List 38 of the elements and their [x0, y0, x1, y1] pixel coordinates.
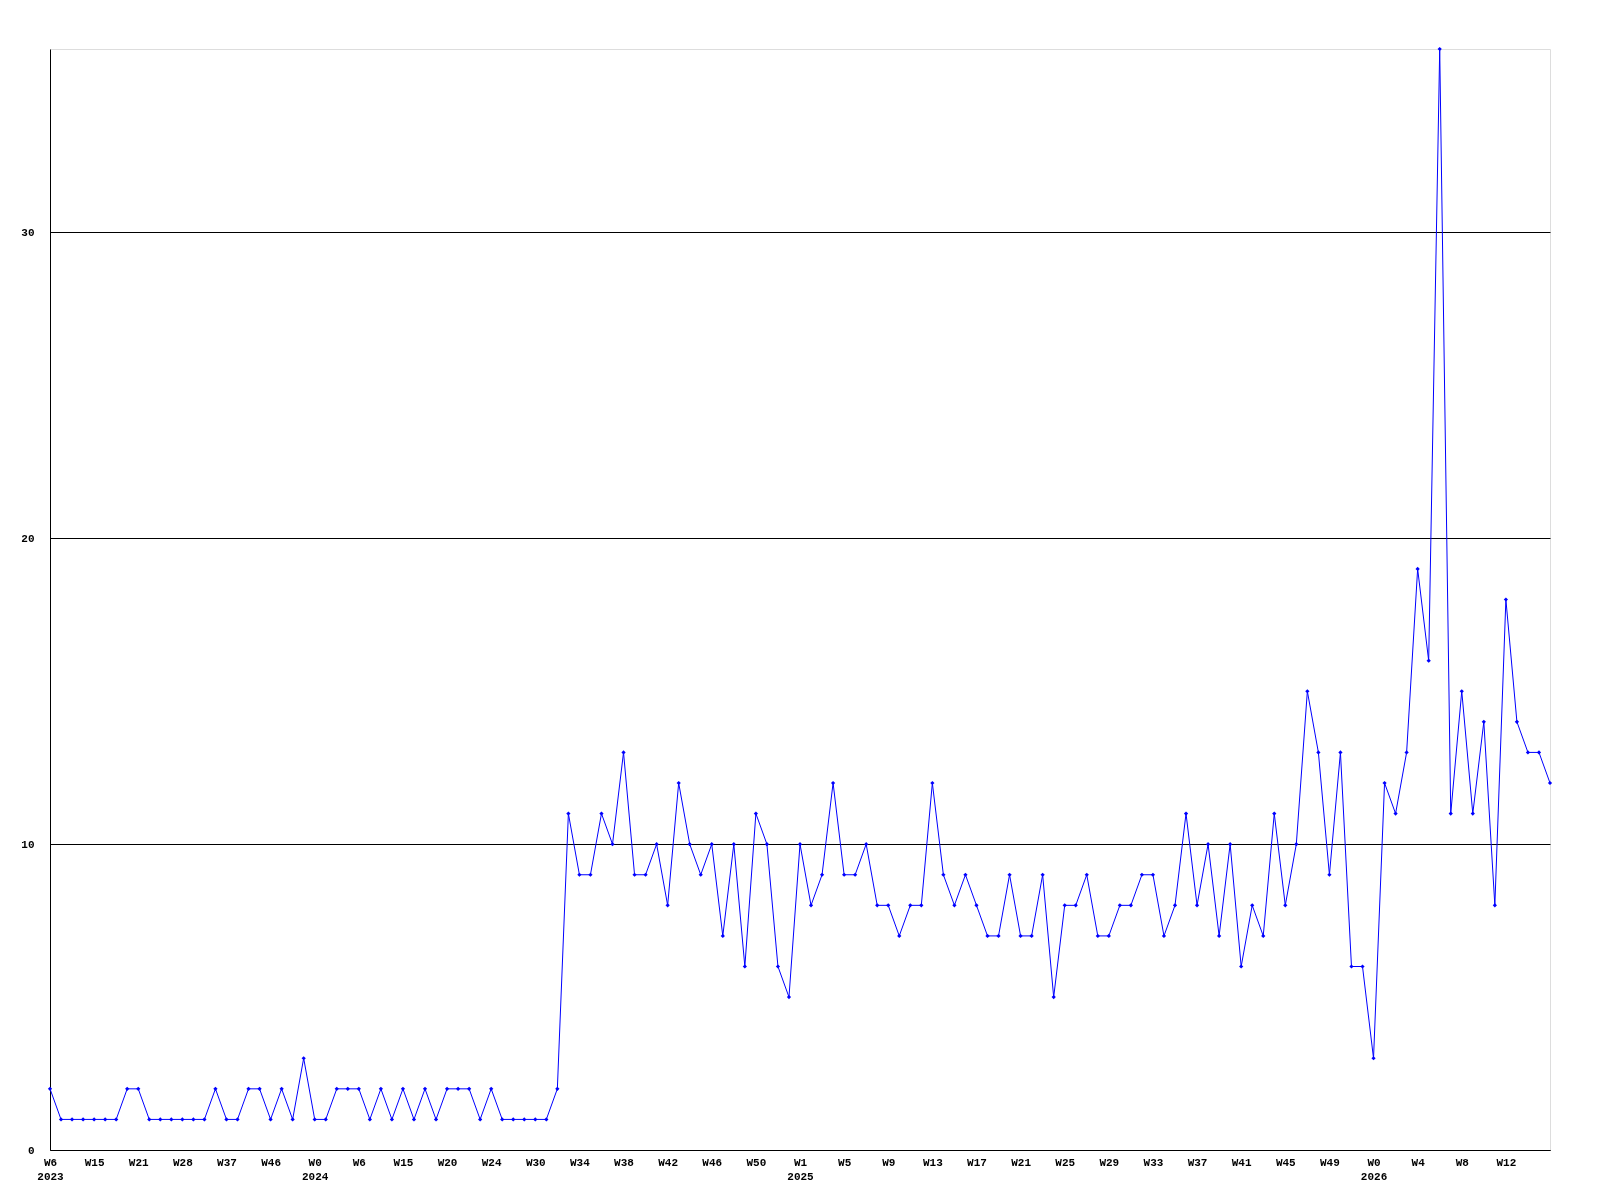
x-tick-label: W25 — [1055, 1156, 1076, 1169]
x-tick-label: W41 — [1231, 1156, 1252, 1169]
x-tick-label: W28 — [172, 1156, 194, 1169]
x-tick-label: W20 — [437, 1156, 458, 1169]
x-tick-label: W33 — [1143, 1156, 1164, 1169]
x-tick-label: W45 — [1275, 1156, 1297, 1169]
x-tick-label: W9 — [882, 1156, 896, 1169]
x-tick-label: W1 2025 — [787, 1156, 815, 1183]
x-tick-label: W42 — [658, 1156, 679, 1169]
y-tick-label: 0 — [27, 1144, 35, 1157]
x-tick-label: W46 — [702, 1156, 723, 1169]
x-tick-label: W13 — [922, 1156, 944, 1169]
y-tick-label: 20 — [21, 532, 35, 545]
x-tick-label: W6 2023 — [37, 1156, 65, 1183]
y-tick-label: 30 — [21, 227, 35, 239]
x-tick-label: W37 — [217, 1156, 237, 1169]
x-tick-label: W0 2026 — [1360, 1156, 1388, 1183]
x-tick-label: W34 — [570, 1156, 591, 1169]
x-tick-label: W37 — [1187, 1156, 1208, 1169]
x-tick-label: W24 — [481, 1156, 502, 1169]
x-tick-label: W30 — [525, 1156, 546, 1169]
x-tick-label: W49 — [1320, 1156, 1340, 1169]
x-tick-label: W21 — [128, 1156, 150, 1169]
x-tick-label: W46 — [261, 1156, 281, 1169]
x-tick-label: W0 2024 — [302, 1156, 329, 1183]
x-tick-label: W4 — [1411, 1156, 1426, 1169]
x-tick-label: W6 — [352, 1156, 366, 1169]
x-tick-label: W8 — [1455, 1156, 1470, 1169]
x-tick-label: W38 — [614, 1156, 635, 1169]
x-tick-label: W17 — [967, 1156, 987, 1169]
x-tick-label: W29 — [1099, 1156, 1120, 1169]
x-tick-label: W50 — [746, 1156, 767, 1169]
x-tick-label: W5 — [838, 1156, 852, 1169]
x-tick-label: W12 — [1496, 1156, 1517, 1169]
x-tick-label: W15 — [84, 1156, 105, 1169]
x-tick-label: W15 — [393, 1156, 414, 1169]
y-tick-label: 10 — [21, 838, 35, 851]
x-tick-label: W21 — [1011, 1156, 1032, 1169]
